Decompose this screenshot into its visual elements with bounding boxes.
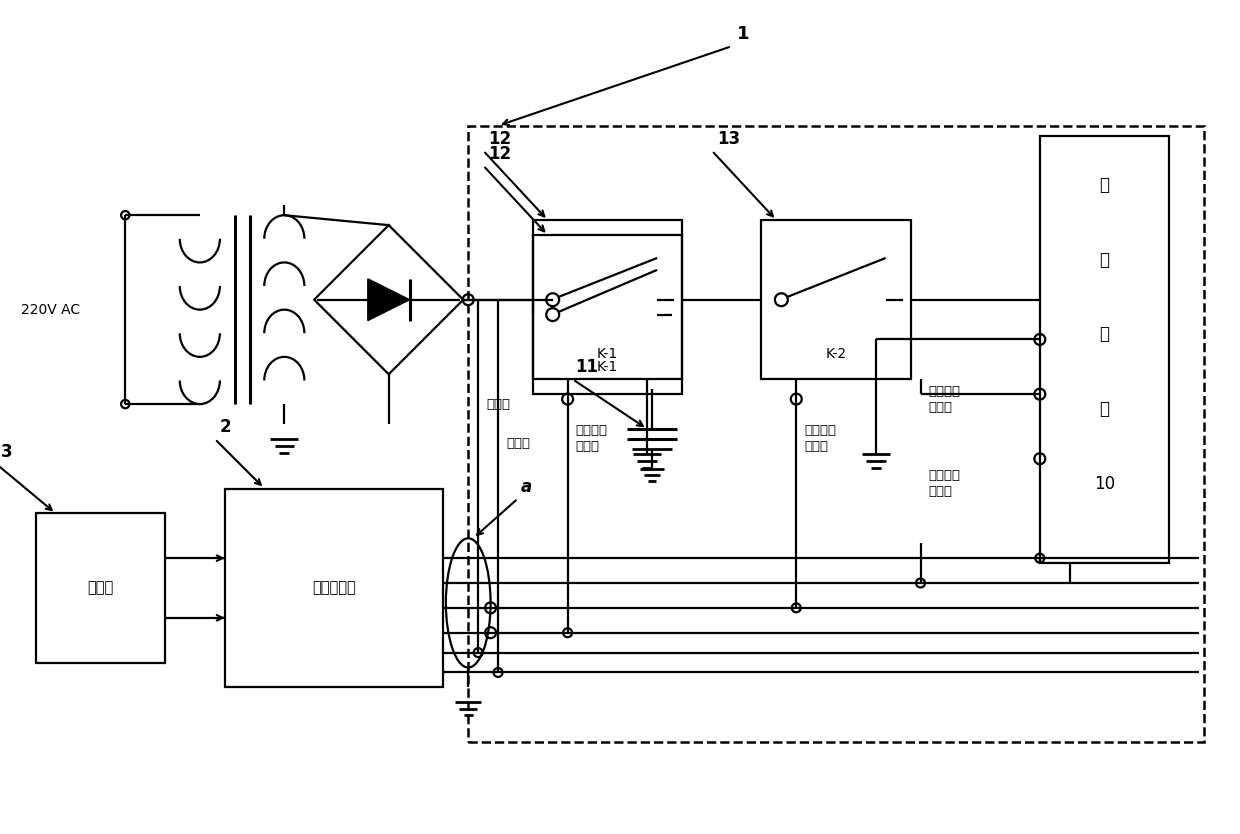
Text: K-2: K-2: [826, 347, 847, 361]
Bar: [36, 514, 165, 662]
Text: 1: 1: [737, 25, 749, 43]
Text: K-1: K-1: [596, 360, 618, 374]
Text: 11: 11: [575, 359, 599, 376]
Text: 13: 13: [717, 129, 740, 148]
Text: 3: 3: [1, 443, 12, 460]
Text: 数据信号
控制线: 数据信号 控制线: [929, 469, 961, 498]
Text: 数据信号
控制线: 数据信号 控制线: [805, 425, 836, 454]
Text: 数据信号
控制线: 数据信号 控制线: [929, 384, 961, 414]
Bar: [1040, 136, 1169, 563]
Text: 电源线: 电源线: [486, 398, 510, 410]
Bar: [469, 126, 1204, 742]
Text: 显: 显: [1100, 176, 1110, 194]
Polygon shape: [368, 279, 409, 320]
Text: 10: 10: [1094, 475, 1115, 493]
Text: 示: 示: [1100, 251, 1110, 269]
Text: 模: 模: [1100, 325, 1110, 344]
Bar: [761, 220, 910, 379]
Bar: [224, 489, 444, 687]
Text: 上位机: 上位机: [87, 580, 114, 595]
Text: a: a: [521, 478, 532, 495]
Text: 组: 组: [1100, 400, 1110, 418]
Text: 2: 2: [219, 418, 232, 436]
Text: K-1: K-1: [596, 347, 618, 361]
Bar: [533, 220, 682, 379]
Text: 数据控制卡: 数据控制卡: [312, 580, 356, 595]
Text: 电源线: 电源线: [506, 437, 529, 450]
Text: 220V AC: 220V AC: [21, 303, 81, 317]
Bar: [533, 235, 682, 394]
Text: 12: 12: [489, 144, 511, 163]
Text: 数据信号
控制线: 数据信号 控制线: [575, 425, 608, 454]
Text: 12: 12: [489, 129, 511, 148]
